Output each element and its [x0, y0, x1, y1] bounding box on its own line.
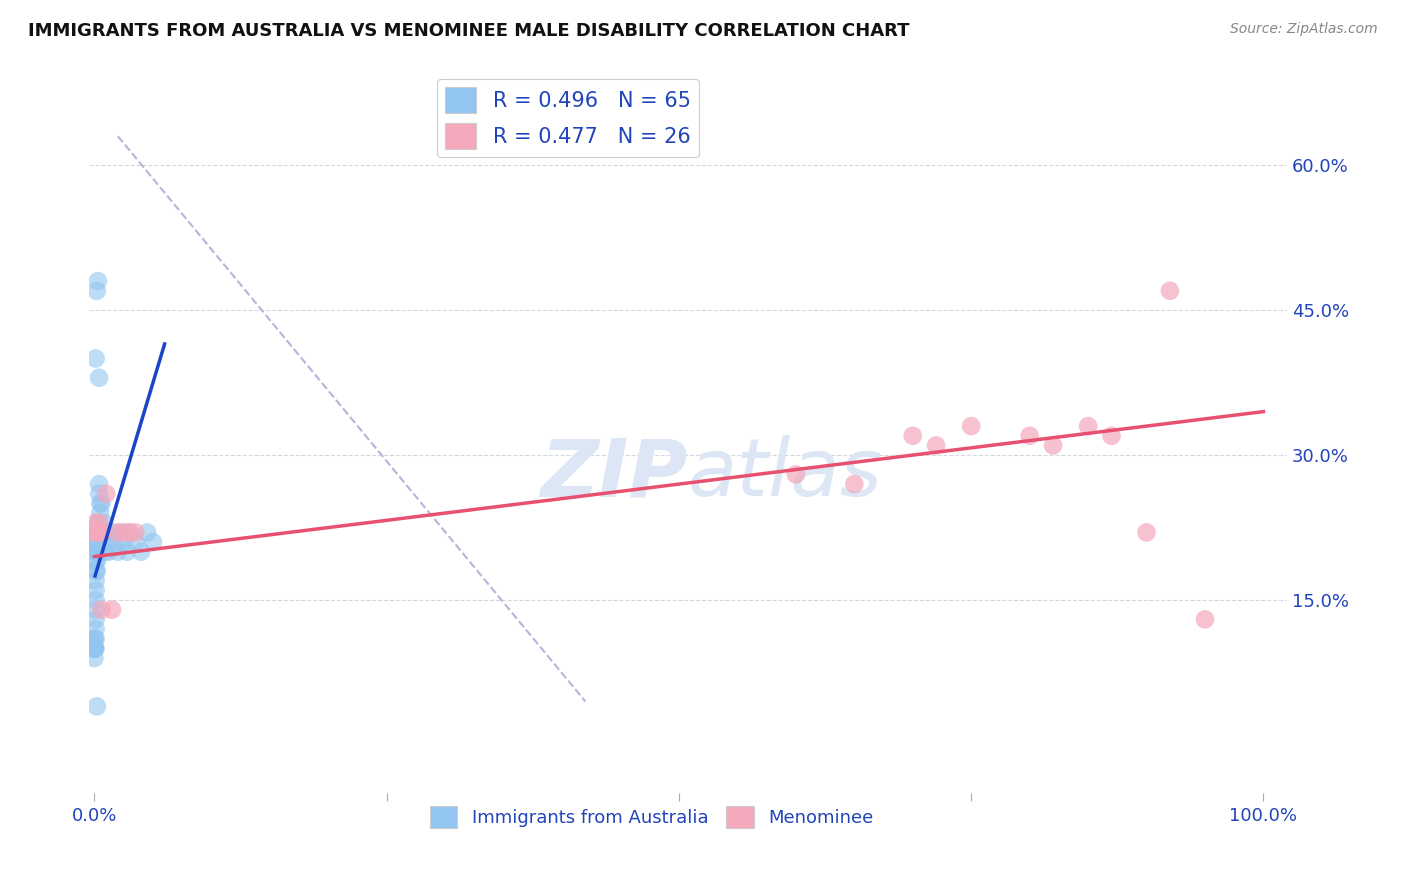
Point [83, 525, 105, 540]
Point [87, 274, 110, 288]
Point [960, 419, 983, 434]
Point [89, 525, 111, 540]
Point [83, 641, 105, 656]
Text: ZIP: ZIP [540, 435, 688, 514]
Point [83, 632, 105, 646]
Point [83, 641, 105, 656]
Point [89, 516, 111, 530]
Point [112, 535, 135, 549]
Point [124, 525, 146, 540]
Point [107, 525, 129, 540]
Point [785, 467, 807, 482]
Point [83, 632, 105, 646]
Point [101, 525, 124, 540]
Point [84, 554, 107, 568]
Text: IMMIGRANTS FROM AUSTRALIA VS MENOMINEE MALE DISABILITY CORRELATION CHART: IMMIGRANTS FROM AUSTRALIA VS MENOMINEE M… [28, 22, 910, 40]
Point [84, 593, 107, 607]
Text: Source: ZipAtlas.com: Source: ZipAtlas.com [1230, 22, 1378, 37]
Legend: Immigrants from Australia, Menominee: Immigrants from Australia, Menominee [423, 798, 880, 835]
Point [94, 487, 117, 501]
Point [84, 545, 107, 559]
Point [89, 506, 111, 520]
Point [112, 525, 135, 540]
Point [86, 525, 108, 540]
Point [87, 545, 110, 559]
Point [87, 535, 110, 549]
Point [83, 641, 105, 656]
Point [118, 525, 141, 540]
Point [1018, 429, 1040, 443]
Point [142, 535, 165, 549]
Point [108, 525, 131, 540]
Point [96, 535, 118, 549]
Point [86, 525, 108, 540]
Point [1194, 612, 1216, 626]
Point [86, 284, 108, 298]
Text: atlas: atlas [688, 435, 883, 514]
Point [86, 545, 108, 559]
Point [925, 438, 948, 452]
Point [91, 525, 114, 540]
Point [83, 641, 105, 656]
Point [1159, 284, 1181, 298]
Point [83, 641, 105, 656]
Point [83, 641, 105, 656]
Point [124, 535, 146, 549]
Point [94, 525, 117, 540]
Point [84, 603, 107, 617]
Point [87, 525, 110, 540]
Point [1042, 438, 1064, 452]
Point [118, 525, 141, 540]
Point [84, 535, 107, 549]
Point [129, 545, 152, 559]
Point [90, 496, 112, 510]
Point [1135, 525, 1157, 540]
Point [136, 525, 159, 540]
Point [101, 603, 124, 617]
Point [901, 429, 924, 443]
Point [844, 477, 866, 491]
Point [83, 641, 105, 656]
Point [1101, 429, 1123, 443]
Point [89, 496, 111, 510]
Point [87, 516, 110, 530]
Point [86, 699, 108, 714]
Point [86, 564, 108, 578]
Point [83, 641, 105, 656]
Point [84, 632, 107, 646]
Point [84, 516, 107, 530]
Point [87, 525, 110, 540]
Point [83, 641, 105, 656]
Point [84, 564, 107, 578]
Point [89, 371, 111, 385]
Point [91, 525, 114, 540]
Point [89, 477, 111, 491]
Point [86, 554, 108, 568]
Point [89, 487, 111, 501]
Point [93, 516, 115, 530]
Point [84, 351, 107, 366]
Point [97, 545, 120, 559]
Point [84, 612, 107, 626]
Point [84, 525, 107, 540]
Point [86, 545, 108, 559]
Point [84, 641, 107, 656]
Point [83, 641, 105, 656]
Point [104, 535, 127, 549]
Point [84, 574, 107, 588]
Point [84, 583, 107, 598]
Point [107, 545, 129, 559]
Point [83, 651, 105, 665]
Point [84, 622, 107, 636]
Point [83, 641, 105, 656]
Point [83, 641, 105, 656]
Point [115, 545, 138, 559]
Point [1077, 419, 1099, 434]
Point [94, 545, 117, 559]
Point [90, 603, 112, 617]
Point [86, 535, 108, 549]
